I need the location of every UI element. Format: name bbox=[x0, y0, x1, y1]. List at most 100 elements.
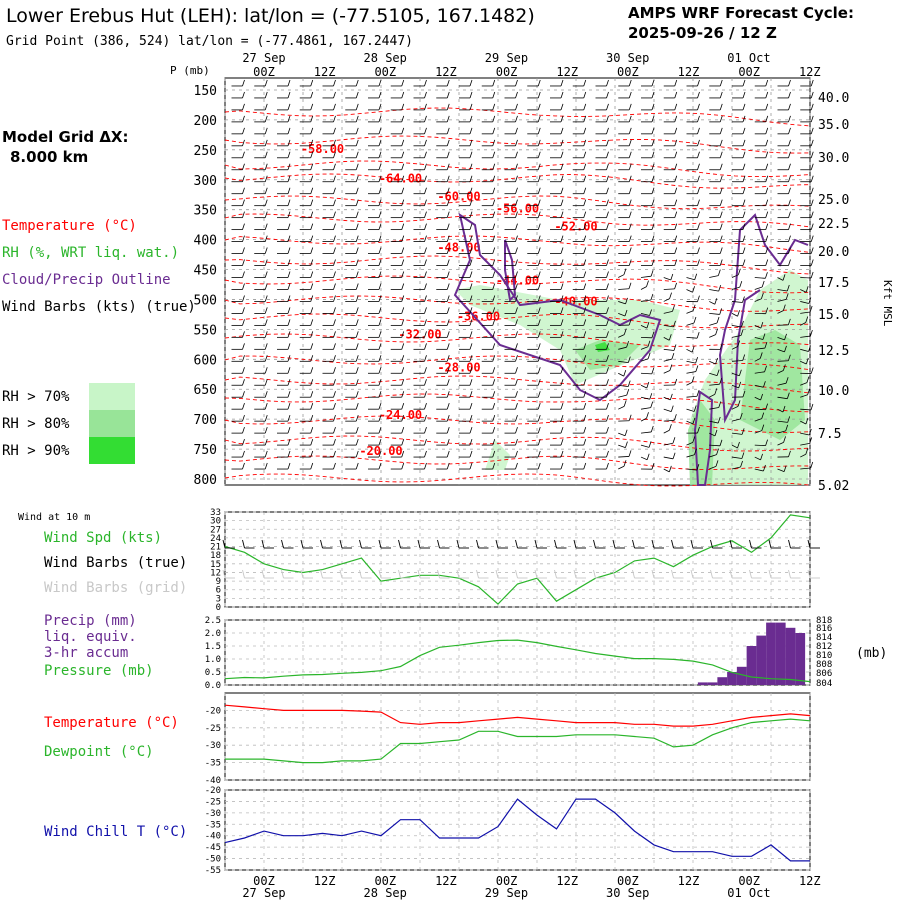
wind-barb-flag bbox=[401, 235, 405, 242]
wind-barb-flag bbox=[264, 343, 268, 350]
wind-barb-flag bbox=[264, 271, 268, 278]
wind-barb-true-flag bbox=[593, 539, 596, 549]
wind-barb-flag bbox=[560, 283, 564, 290]
precip-liq-label: liq. equiv. bbox=[44, 629, 137, 645]
cycle-date: 2025-09-26 / 12 Z bbox=[628, 24, 777, 42]
temperature-line bbox=[224, 704, 811, 727]
wind-barb-flag bbox=[560, 211, 564, 218]
wind-barb-flag bbox=[310, 163, 314, 170]
wind-barb-flag bbox=[378, 187, 382, 194]
wind-barb-flag bbox=[583, 367, 587, 374]
wind-barb-flag bbox=[355, 319, 359, 326]
temperature-contour-label: -60.00 bbox=[437, 190, 480, 204]
wind-barb bbox=[663, 348, 675, 351]
wind-barb-flag bbox=[646, 322, 650, 329]
wind-barb-flag bbox=[264, 79, 268, 87]
wind-barb-flag bbox=[446, 343, 450, 350]
wind-barb-flag bbox=[264, 295, 268, 302]
pressure-tick-label: 650 bbox=[194, 383, 217, 398]
wind-barb-flag bbox=[788, 223, 791, 230]
wind-barb-flag bbox=[242, 343, 245, 350]
wind-barb-grid-flag bbox=[632, 569, 635, 579]
bottom-hour-label: 00Z bbox=[617, 874, 639, 888]
wind-barb-flag bbox=[810, 403, 814, 411]
wind-barb-flag bbox=[355, 235, 359, 242]
top-hour-label: 00Z bbox=[496, 65, 518, 79]
legend-rh70-swatch bbox=[89, 383, 135, 410]
wind-barb-flag bbox=[696, 463, 700, 471]
wind-barb-grid-flag bbox=[768, 569, 772, 579]
wind-barb-flag bbox=[765, 115, 769, 123]
wind-barb-flag bbox=[714, 429, 718, 437]
precip-panel-tick-label: 0.0 bbox=[205, 681, 221, 691]
height-tick-label: 10.0 bbox=[818, 384, 849, 399]
wind-barb-flag bbox=[355, 415, 359, 422]
wind-barb-flag bbox=[627, 356, 631, 363]
wind-barb-flag bbox=[242, 403, 245, 410]
wind-barb-flag bbox=[469, 319, 473, 326]
wind-barb bbox=[800, 432, 810, 436]
wind-barb-flag bbox=[674, 187, 678, 194]
chill-panel-tick-label: -50 bbox=[205, 855, 221, 865]
wind-barb bbox=[800, 335, 811, 338]
wind-barb-flag bbox=[333, 426, 336, 434]
wind-barb-flag bbox=[537, 415, 541, 422]
wind-barb-flag bbox=[378, 175, 382, 182]
wind-barb-flag bbox=[264, 211, 268, 218]
height-tick-label: 5.02 bbox=[818, 479, 849, 494]
wind-barb-flag bbox=[287, 127, 291, 134]
pressure-tick-label: 800 bbox=[194, 473, 217, 488]
wind-barb-flag bbox=[764, 341, 768, 349]
bottom-hour-label: 00Z bbox=[496, 874, 518, 888]
bottom-hour-label: 12Z bbox=[678, 874, 700, 888]
wind-barb-flag bbox=[424, 319, 427, 326]
wind-barb-flag bbox=[310, 175, 314, 182]
wind-barb bbox=[618, 360, 629, 364]
wind-barb-flag bbox=[287, 187, 291, 194]
wind-barb-flag bbox=[697, 175, 700, 182]
wind-barb-flag bbox=[333, 187, 336, 194]
wind-barb-flag bbox=[469, 343, 473, 350]
wind-barb bbox=[640, 286, 647, 290]
pressure-tick-label: 816 bbox=[816, 624, 832, 634]
wind-barb-flag bbox=[401, 199, 405, 206]
wind-barb-flag bbox=[310, 415, 314, 422]
cycle-label: AMPS WRF Forecast Cycle: bbox=[628, 4, 854, 22]
wind-barb-flag bbox=[355, 259, 359, 266]
wind-barb-flag bbox=[242, 163, 245, 170]
wind-barb bbox=[618, 444, 626, 448]
wind-barb-flag bbox=[742, 354, 746, 361]
wind-barb-flag bbox=[782, 304, 786, 311]
wind-barb-flag bbox=[264, 450, 268, 458]
wind-barb-flag bbox=[628, 151, 632, 158]
wind-barb-grid-flag bbox=[261, 569, 265, 579]
precip-bar bbox=[736, 666, 747, 685]
wind-barb-flag bbox=[446, 115, 450, 123]
pressure-tick-label: 400 bbox=[194, 234, 217, 249]
precip-bar bbox=[697, 682, 708, 685]
wind-barb-flag bbox=[446, 79, 450, 87]
wind-barb-flag bbox=[264, 163, 268, 170]
wind-barb-flag bbox=[651, 151, 655, 158]
chill-panel-tick-label: -55 bbox=[205, 866, 221, 876]
wind-barb-flag bbox=[583, 319, 587, 326]
wind-barb bbox=[777, 348, 785, 353]
wind-barb-flag bbox=[583, 403, 587, 410]
wind-barb-flag bbox=[515, 415, 518, 422]
wind-barb-flag bbox=[378, 211, 382, 218]
wind-barb-flag bbox=[692, 436, 696, 443]
wind-barb-flag bbox=[741, 428, 745, 435]
wind-barb-flag bbox=[242, 426, 245, 434]
wind-barb-flag bbox=[333, 151, 336, 158]
wind-barb-flag bbox=[606, 163, 609, 170]
wind-barb-flag bbox=[669, 424, 672, 431]
wind-barb-true-flag bbox=[437, 539, 440, 549]
top-hour-label: 00Z bbox=[374, 65, 396, 79]
wind-barb-flag bbox=[515, 391, 518, 398]
wind-barb-flag bbox=[264, 115, 268, 123]
wind-barb-flag bbox=[810, 259, 814, 266]
wind-barb-flag bbox=[333, 415, 336, 422]
wind-barb-flag bbox=[515, 379, 518, 386]
cloud-outline bbox=[504, 239, 517, 303]
precip-bar bbox=[717, 677, 728, 685]
